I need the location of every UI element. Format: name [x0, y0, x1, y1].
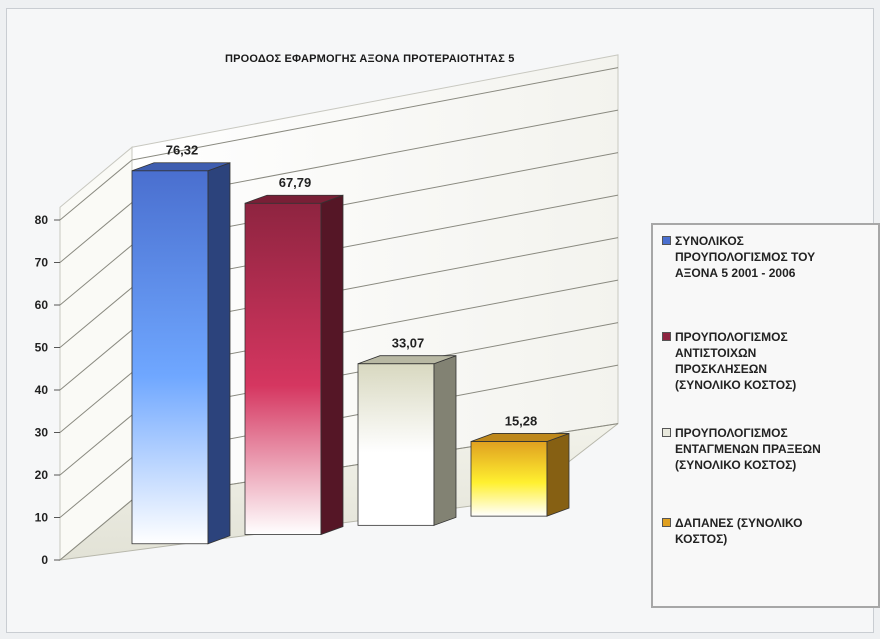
- bar-top: [357, 355, 457, 365]
- legend-swatch: [662, 236, 671, 245]
- y-tick-label: 50: [35, 341, 49, 355]
- y-tick-label: 20: [35, 468, 49, 482]
- y-tick-label: 60: [35, 298, 49, 312]
- gridline: [59, 457, 133, 518]
- bar-top: [470, 433, 570, 442]
- gridline: [59, 372, 133, 433]
- gridline: [59, 287, 133, 348]
- data-label: 76,32: [166, 143, 199, 158]
- bar-front: [244, 202, 322, 535]
- legend-item: ΠΡΟΥΠΟΛΟΓΙΣΜΟΣ ΕΝΤΑΓΜΕΝΩΝ ΠΡΑΞΕΩΝ (ΣΥΝΟΛ…: [662, 425, 880, 473]
- legend-swatch: [662, 518, 671, 527]
- data-label: 15,28: [505, 413, 538, 428]
- bar-side: [433, 355, 457, 526]
- bar-top: [131, 162, 231, 172]
- bar-top: [244, 194, 344, 204]
- legend-item: ΔΑΠΑΝΕΣ (ΣΥΝΟΛΙΚΟ ΚΟΣΤΟΣ): [662, 515, 880, 547]
- legend-label: ΠΡΟΥΠΟΛΟΓΙΣΜΟΣ ΕΝΤΑΓΜΕΝΩΝ ΠΡΑΞΕΩΝ (ΣΥΝΟΛ…: [675, 426, 821, 472]
- y-tick-label: 70: [35, 256, 49, 270]
- y-tick-label: 30: [35, 426, 49, 440]
- bar-front: [357, 363, 435, 526]
- bar-side: [320, 194, 344, 536]
- chart-legend: ΣΥΝΟΛΙΚΟΣ ΠΡΟΥΠΟΛΟΓΙΣΜΟΣ ΤΟΥ ΑΞΟΝΑ 5 200…: [651, 223, 880, 608]
- legend-swatch: [662, 332, 671, 341]
- gridline: [59, 202, 133, 263]
- bar: [470, 432, 570, 517]
- data-label: 67,79: [279, 175, 312, 190]
- y-tick-label: 10: [35, 511, 49, 525]
- gridline: [59, 244, 133, 306]
- legend-swatch: [662, 428, 671, 437]
- y-tick-label: 40: [35, 383, 49, 397]
- gridline: [59, 159, 133, 221]
- legend-label: ΔΑΠΑΝΕΣ (ΣΥΝΟΛΙΚΟ ΚΟΣΤΟΣ): [675, 516, 803, 546]
- bar-side: [546, 432, 570, 517]
- legend-item: ΣΥΝΟΛΙΚΟΣ ΠΡΟΥΠΟΛΟΓΙΣΜΟΣ ΤΟΥ ΑΞΟΝΑ 5 200…: [662, 233, 880, 281]
- bar: [131, 162, 231, 545]
- bar-side: [207, 162, 231, 545]
- bar: [357, 355, 457, 526]
- chart-title: ΠΡΟΟΔΟΣ ΕΦΑΡΜΟΓΗΣ ΑΞΟΝΑ ΠΡΟΤΕΡΑΙΟΤΗΤΑΣ 5: [225, 53, 515, 65]
- bar-front: [470, 441, 548, 517]
- bar-front: [131, 170, 209, 545]
- y-tick-label: 0: [41, 553, 48, 567]
- bar: [244, 194, 344, 536]
- gridline: [59, 414, 133, 476]
- y-tick-label: 80: [35, 213, 49, 227]
- data-label: 33,07: [392, 336, 425, 351]
- gridline: [59, 329, 133, 391]
- gridline: [131, 67, 619, 161]
- side-wall: [59, 146, 133, 562]
- legend-label: ΠΡΟΥΠΟΛΟΓΙΣΜΟΣ ΑΝΤΙΣΤΟΙΧΩΝ ΠΡΟΣΚΛΗΣΕΩΝ (…: [675, 330, 797, 392]
- legend-item: ΠΡΟΥΠΟΛΟΓΙΣΜΟΣ ΑΝΤΙΣΤΟΙΧΩΝ ΠΡΟΣΚΛΗΣΕΩΝ (…: [662, 329, 880, 393]
- legend-label: ΣΥΝΟΛΙΚΟΣ ΠΡΟΥΠΟΛΟΓΙΣΜΟΣ ΤΟΥ ΑΞΟΝΑ 5 200…: [675, 234, 816, 280]
- gridline: [59, 499, 133, 561]
